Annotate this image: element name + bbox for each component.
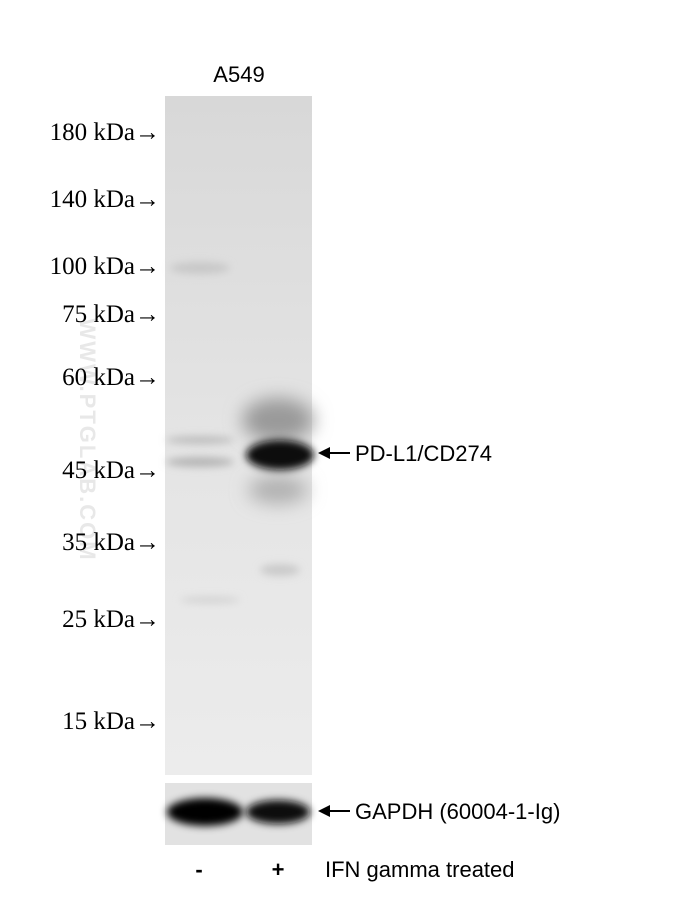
faint-band — [170, 262, 230, 274]
faint-band — [180, 597, 240, 603]
watermark: WWW.PTGLAB.COM — [75, 318, 100, 561]
marker-label: 35 kDa→ — [62, 529, 160, 556]
control-label: GAPDH (60004-1-Ig) — [355, 799, 560, 824]
marker-label: 140 kDa→ — [50, 186, 160, 213]
smear — [242, 398, 314, 442]
sample-label: A549 — [213, 62, 264, 87]
treatment-label: IFN gamma treated — [325, 857, 515, 882]
control-band — [246, 800, 310, 824]
faint-band — [166, 436, 234, 444]
marker-label: 100 kDa→ — [50, 253, 160, 280]
lane-label: + — [272, 857, 285, 882]
smear — [248, 476, 308, 504]
marker-labels: 180 kDa→ 140 kDa→ 100 kDa→ 75 kDa→ 60 kDa→ 45… — [50, 119, 160, 735]
lane-label: - — [195, 857, 202, 882]
faint-band — [166, 457, 234, 467]
target-label: PD-L1/CD274 — [355, 441, 492, 466]
arrowhead — [318, 447, 330, 459]
bands — [166, 262, 314, 603]
marker-label: 45 kDa→ — [62, 457, 160, 484]
marker-label: 75 kDa→ — [62, 301, 160, 328]
target-band — [246, 440, 314, 470]
faint-band — [260, 564, 300, 576]
arrowhead — [318, 805, 330, 817]
marker-label: 180 kDa→ — [50, 119, 160, 146]
marker-label: 25 kDa→ — [62, 606, 160, 633]
marker-label: 60 kDa→ — [62, 364, 160, 391]
marker-label: 15 kDa→ — [62, 708, 160, 735]
control-band — [167, 798, 243, 826]
